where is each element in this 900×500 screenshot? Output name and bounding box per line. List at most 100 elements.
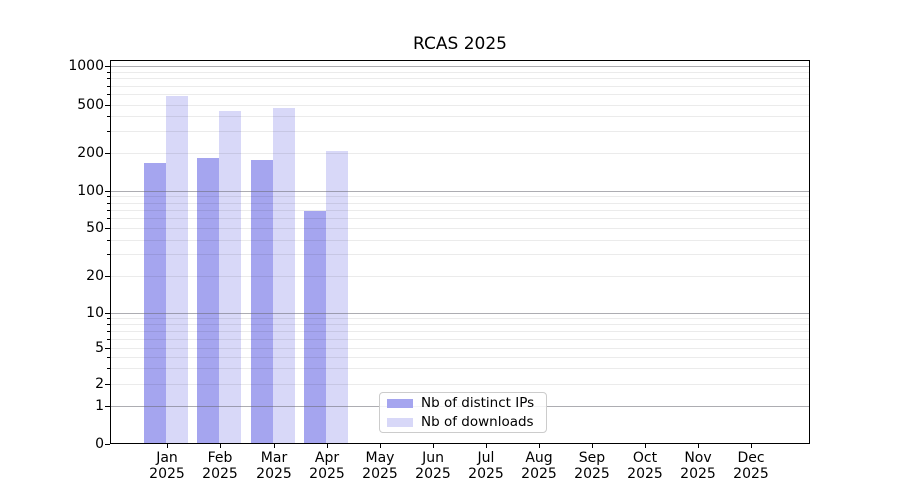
y-minor-tick bbox=[107, 324, 110, 325]
y-minor-tick bbox=[107, 339, 110, 340]
bar-distinct-ips-apr bbox=[303, 211, 326, 443]
bar-downloads-apr bbox=[325, 150, 348, 443]
y-minor-tick bbox=[107, 196, 110, 197]
y-minor-tick bbox=[107, 86, 110, 87]
y-tick bbox=[105, 153, 110, 154]
bar-downloads-jan bbox=[166, 96, 189, 443]
y-minor-tick bbox=[107, 318, 110, 319]
gridline-minor bbox=[111, 357, 809, 358]
y-minor-tick bbox=[107, 240, 110, 241]
y-tick bbox=[105, 313, 110, 314]
y-tick-label: 100 bbox=[77, 183, 104, 199]
x-tick bbox=[327, 444, 328, 448]
y-minor-tick bbox=[107, 218, 110, 219]
bar-distinct-ips-feb bbox=[197, 158, 220, 443]
x-tick bbox=[220, 444, 221, 448]
gridline-minor bbox=[111, 318, 809, 319]
bar-distinct-ips-jan bbox=[144, 163, 167, 443]
y-tick-label: 200 bbox=[77, 145, 104, 161]
y-minor-tick bbox=[107, 368, 110, 369]
x-tick bbox=[433, 444, 434, 448]
x-tick bbox=[698, 444, 699, 448]
y-minor-tick bbox=[107, 72, 110, 73]
gridline-minor bbox=[111, 196, 809, 197]
y-minor-tick bbox=[107, 116, 110, 117]
y-minor-tick bbox=[107, 254, 110, 255]
y-tick bbox=[105, 66, 110, 67]
x-tick-label-sep: Sep 2025 bbox=[574, 450, 610, 482]
x-tick-label-mar: Mar 2025 bbox=[256, 450, 292, 482]
legend-item-downloads: Nb of downloads bbox=[387, 414, 539, 430]
y-tick-label: 1 bbox=[95, 398, 104, 414]
gridline-minor bbox=[111, 368, 809, 369]
legend: Nb of distinct IPs Nb of downloads bbox=[379, 392, 547, 433]
y-tick-label: 10 bbox=[86, 305, 104, 321]
x-tick bbox=[486, 444, 487, 448]
gridline-minor bbox=[111, 131, 809, 132]
y-tick bbox=[105, 228, 110, 229]
x-tick-label-oct: Oct 2025 bbox=[627, 450, 663, 482]
gridline-minor bbox=[111, 348, 809, 349]
gridline-minor bbox=[111, 339, 809, 340]
gridline-major bbox=[111, 313, 809, 314]
y-tick bbox=[105, 384, 110, 385]
y-tick bbox=[105, 348, 110, 349]
gridline-minor bbox=[111, 203, 809, 204]
gridline-major bbox=[111, 66, 809, 67]
x-tick-label-nov: Nov 2025 bbox=[680, 450, 716, 482]
legend-label-distinct-ips: Nb of distinct IPs bbox=[421, 395, 535, 411]
gridline-minor bbox=[111, 86, 809, 87]
gridline-minor bbox=[111, 78, 809, 79]
y-tick bbox=[105, 191, 110, 192]
y-minor-tick bbox=[107, 131, 110, 132]
gridline-minor bbox=[111, 324, 809, 325]
x-tick-label-feb: Feb 2025 bbox=[202, 450, 238, 482]
gridline-minor bbox=[111, 72, 809, 73]
gridline-minor bbox=[111, 218, 809, 219]
bar-downloads-feb bbox=[219, 110, 242, 443]
x-tick bbox=[751, 444, 752, 448]
y-minor-tick bbox=[107, 331, 110, 332]
x-tick bbox=[380, 444, 381, 448]
x-tick-label-apr: Apr 2025 bbox=[309, 450, 345, 482]
gridline-minor bbox=[111, 116, 809, 117]
y-tick-label: 1000 bbox=[68, 58, 104, 74]
y-tick-label: 2 bbox=[95, 376, 104, 392]
y-minor-tick bbox=[107, 203, 110, 204]
y-tick bbox=[105, 444, 110, 445]
gridline-minor bbox=[111, 105, 809, 106]
gridline-minor bbox=[111, 254, 809, 255]
gridline-major bbox=[111, 191, 809, 192]
x-tick bbox=[539, 444, 540, 448]
y-minor-tick bbox=[107, 94, 110, 95]
x-tick-label-jul: Jul 2025 bbox=[468, 450, 504, 482]
y-tick-label: 50 bbox=[86, 220, 104, 236]
y-tick bbox=[105, 276, 110, 277]
x-tick bbox=[592, 444, 593, 448]
gridline-minor bbox=[111, 384, 809, 385]
y-tick bbox=[105, 105, 110, 106]
x-tick-label-may: May 2025 bbox=[362, 450, 398, 482]
legend-item-distinct-ips: Nb of distinct IPs bbox=[387, 395, 539, 411]
gridline-minor bbox=[111, 153, 809, 154]
gridline-minor bbox=[111, 240, 809, 241]
y-minor-tick bbox=[107, 78, 110, 79]
x-tick-label-dec: Dec 2025 bbox=[733, 450, 769, 482]
chart-title: RCAS 2025 bbox=[413, 34, 507, 54]
gridline-minor bbox=[111, 276, 809, 277]
legend-swatch-downloads bbox=[387, 417, 413, 427]
gridline-minor bbox=[111, 228, 809, 229]
bar-distinct-ips-mar bbox=[250, 160, 273, 443]
legend-label-downloads: Nb of downloads bbox=[421, 414, 534, 430]
y-tick-label: 0 bbox=[95, 436, 104, 452]
y-tick-label: 20 bbox=[86, 268, 104, 284]
y-minor-tick bbox=[107, 357, 110, 358]
gridline-minor bbox=[111, 331, 809, 332]
y-minor-tick bbox=[107, 210, 110, 211]
x-tick-label-jan: Jan 2025 bbox=[149, 450, 185, 482]
gridline-minor bbox=[111, 94, 809, 95]
x-tick-label-aug: Aug 2025 bbox=[521, 450, 557, 482]
y-tick-label: 5 bbox=[95, 340, 104, 356]
